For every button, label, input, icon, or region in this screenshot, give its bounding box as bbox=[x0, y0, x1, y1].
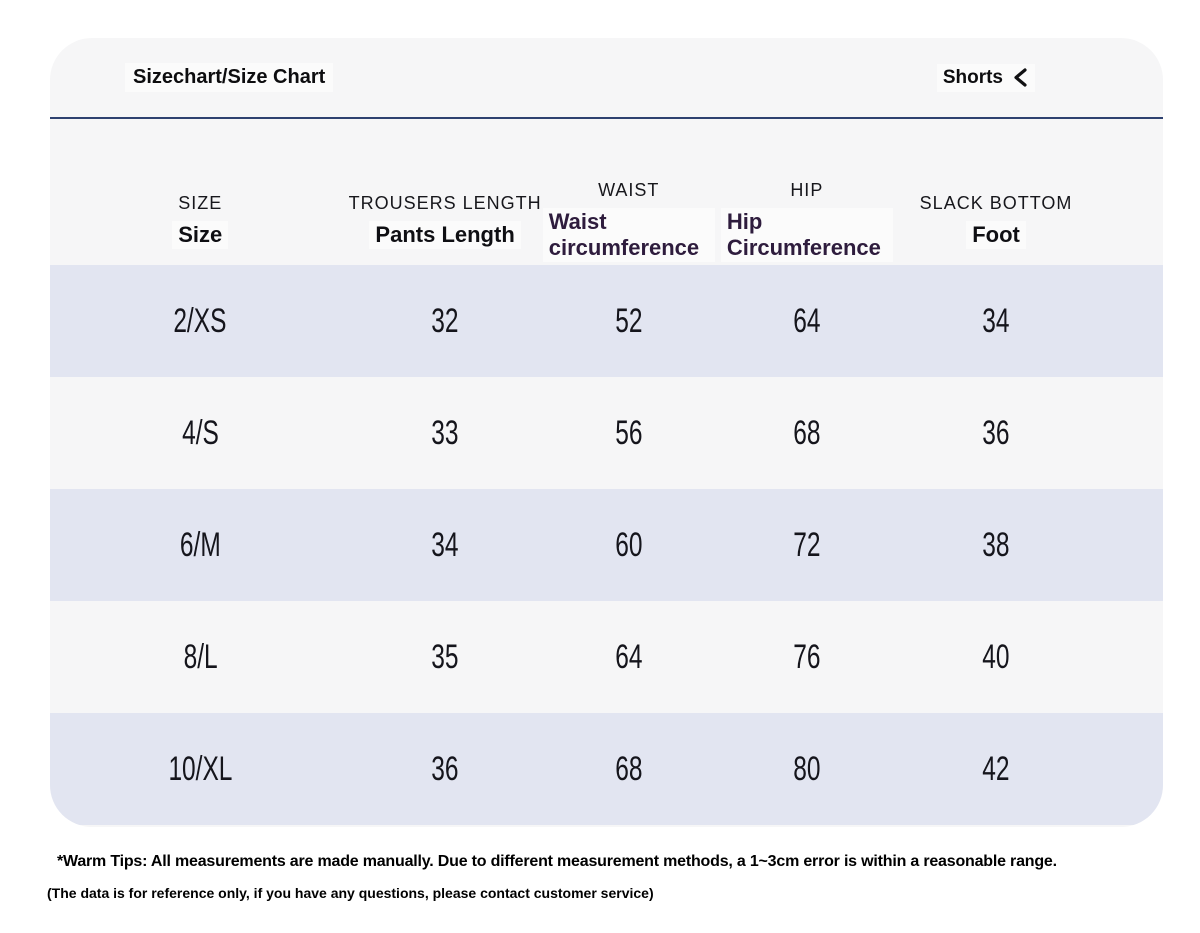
value-cell: 56 bbox=[615, 413, 643, 452]
table-header-row: SIZE Size TROUSERS LENGTH Pants Length W… bbox=[50, 119, 1163, 265]
column-label-small: TROUSERS LENGTH bbox=[348, 193, 542, 213]
value-cell: 72 bbox=[793, 525, 821, 564]
value-cell: 80 bbox=[793, 749, 821, 788]
value-cell: 52 bbox=[615, 301, 643, 340]
reference-note-text: (The data is for reference only, if you … bbox=[47, 885, 654, 901]
value-cell: 36 bbox=[982, 413, 1010, 452]
size-cell: 4/S bbox=[181, 413, 219, 452]
value-cell: 76 bbox=[793, 637, 821, 676]
value-cell: 36 bbox=[431, 749, 459, 788]
column-label-small: SIZE bbox=[178, 193, 223, 213]
page-title: Sizechart/Size Chart bbox=[125, 63, 334, 92]
value-cell: 64 bbox=[793, 301, 821, 340]
size-cell: 2/XS bbox=[173, 301, 227, 340]
size-cell: 8/L bbox=[183, 637, 218, 676]
column-label-bold: Pants Length bbox=[369, 221, 521, 249]
value-cell: 60 bbox=[615, 525, 643, 564]
value-cell: 35 bbox=[431, 637, 459, 676]
table-row: 2/XS 32 52 64 34 bbox=[50, 265, 1163, 377]
chevron-left-icon bbox=[1012, 68, 1029, 87]
column-header-waist: WAIST Waist circumference bbox=[540, 119, 718, 265]
column-label-bold: Size bbox=[172, 221, 229, 249]
value-cell: 32 bbox=[431, 301, 459, 340]
value-cell: 42 bbox=[982, 749, 1010, 788]
card-header: Sizechart/Size Chart Shorts bbox=[50, 38, 1163, 119]
column-header-size: SIZE Size bbox=[50, 119, 351, 265]
column-header-slack-bottom: SLACK BOTTOM Foot bbox=[896, 119, 1096, 265]
column-label-bold: Hip Circumference bbox=[720, 208, 893, 262]
category-selector[interactable]: Shorts bbox=[936, 63, 1035, 92]
size-cell: 10/XL bbox=[168, 749, 233, 788]
value-cell: 68 bbox=[615, 749, 643, 788]
warm-tips-text: *Warm Tips: All measurements are made ma… bbox=[57, 853, 1057, 870]
table-body: 2/XS 32 52 64 34 4/S 33 56 68 36 6/M 34 … bbox=[50, 265, 1163, 825]
table-row: 4/S 33 56 68 36 bbox=[50, 377, 1163, 489]
value-cell: 68 bbox=[793, 413, 821, 452]
column-label-bold: Foot bbox=[966, 221, 1026, 249]
footer-notes: *Warm Tips: All measurements are made ma… bbox=[0, 853, 1200, 901]
column-label-small: SLACK BOTTOM bbox=[919, 193, 1073, 213]
column-label-bold: Waist circumference bbox=[542, 208, 715, 262]
table-row: 10/XL 36 68 80 42 bbox=[50, 713, 1163, 825]
value-cell: 38 bbox=[982, 525, 1010, 564]
table-row: 6/M 34 60 72 38 bbox=[50, 489, 1163, 601]
value-cell: 40 bbox=[982, 637, 1010, 676]
column-label-small: HIP bbox=[790, 180, 824, 200]
value-cell: 33 bbox=[431, 413, 459, 452]
column-header-trousers-length: TROUSERS LENGTH Pants Length bbox=[348, 119, 542, 265]
value-cell: 34 bbox=[982, 301, 1010, 340]
table-row: 8/L 35 64 76 40 bbox=[50, 601, 1163, 713]
column-label-small: WAIST bbox=[598, 180, 660, 200]
size-cell: 6/M bbox=[179, 525, 221, 564]
value-cell: 64 bbox=[615, 637, 643, 676]
value-cell: 34 bbox=[431, 525, 459, 564]
category-label: Shorts bbox=[942, 66, 1003, 88]
column-header-hip: HIP Hip Circumference bbox=[718, 119, 896, 265]
size-chart-card: Sizechart/Size Chart Shorts SIZE Size TR… bbox=[50, 38, 1163, 827]
